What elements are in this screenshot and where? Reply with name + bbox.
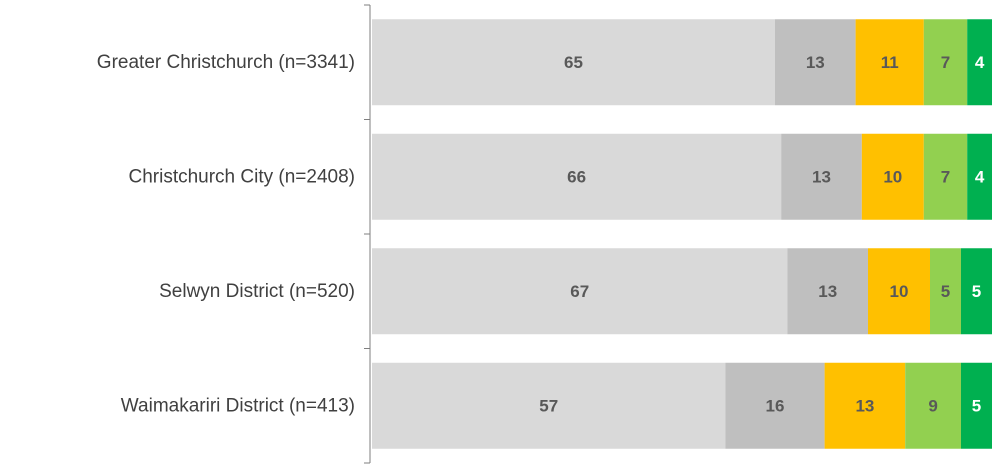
data-label: 7	[941, 167, 950, 186]
bar-segment	[967, 19, 992, 106]
data-label: 5	[972, 396, 981, 415]
data-label: 57	[539, 396, 558, 415]
category-label: Selwyn District (n=520)	[159, 281, 355, 302]
bar-segment	[961, 248, 992, 335]
bar-segment	[930, 248, 961, 335]
bar-segment	[725, 362, 825, 449]
data-label: 13	[812, 167, 831, 186]
bar-segment	[372, 19, 775, 106]
data-label: 66	[567, 167, 586, 186]
bar-segment	[961, 362, 992, 449]
data-label: 65	[564, 53, 583, 72]
category-label: Waimakariri District (n=413)	[121, 395, 355, 416]
bar-segment	[905, 362, 961, 449]
data-label: 5	[941, 282, 950, 301]
data-label: 13	[818, 282, 837, 301]
data-label: 5	[972, 282, 981, 301]
bar-segment	[787, 248, 868, 335]
bar-segment	[372, 133, 782, 220]
data-label: 9	[928, 396, 937, 415]
data-label: 11	[881, 53, 899, 72]
bar-segment	[824, 362, 906, 449]
bar-segment	[923, 19, 968, 106]
data-label: 16	[766, 396, 785, 415]
data-label: 13	[855, 396, 874, 415]
data-label: 67	[570, 282, 589, 301]
bar-segment	[855, 19, 924, 106]
data-label: 7	[941, 53, 950, 72]
data-label: 13	[806, 53, 825, 72]
bar-segment	[868, 248, 930, 335]
bar-segment	[967, 133, 992, 220]
category-labels: Greater Christchurch (n=3341) Christchurc…	[97, 52, 355, 417]
bar-segment	[781, 133, 862, 220]
data-label: 10	[883, 167, 902, 186]
bars: 65 13 11 7 4 66 13 10 7 4 67 13 10 5 5 57 16 13 9 5	[372, 19, 992, 449]
bar-segment	[861, 133, 924, 220]
data-label: 10	[890, 282, 909, 301]
category-label: Christchurch City (n=2408)	[128, 166, 355, 187]
category-axis	[364, 4, 371, 464]
bar-segment	[775, 19, 856, 106]
bar-segment	[923, 133, 968, 220]
bar-segment	[372, 362, 726, 449]
bar-segment	[372, 248, 788, 335]
data-label: 4	[975, 167, 985, 186]
category-label: Greater Christchurch (n=3341)	[97, 52, 355, 73]
data-label: 4	[975, 53, 985, 72]
